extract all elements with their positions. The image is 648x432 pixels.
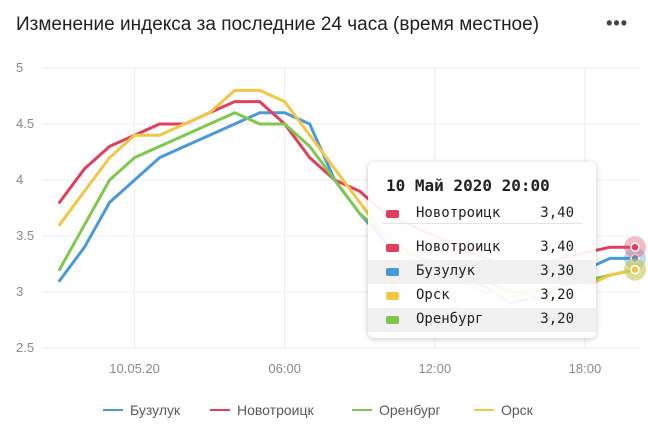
- legend-item-novotroitsk[interactable]: Новотроицк: [210, 400, 314, 420]
- x-tick-label: 10.05.20: [109, 361, 160, 376]
- tooltip-row: Новотроицк 3,40: [368, 236, 596, 260]
- y-tick-label: 4.5: [16, 116, 34, 131]
- chart-title: Изменение индекса за последние 24 часа (…: [16, 14, 540, 35]
- tooltip-series-value: 3,30: [540, 263, 574, 279]
- y-tick-label: 2.5: [16, 340, 34, 355]
- legend-swatch: [210, 409, 230, 411]
- legend-swatch: [352, 409, 372, 411]
- tooltip-row: Бузулук 3,30: [368, 260, 596, 284]
- tooltip-swatch: [386, 316, 399, 324]
- tooltip-series-name: Новотроицк: [416, 205, 501, 221]
- tooltip-series-name: Орск: [416, 287, 450, 303]
- legend-label: Орск: [501, 402, 533, 418]
- legend-swatch: [474, 409, 494, 411]
- tooltip-series-name: Бузулук: [416, 263, 476, 279]
- tooltip-row: Оренбург 3,20: [368, 308, 596, 332]
- tooltip-swatch: [386, 210, 399, 218]
- y-tick-label: 3: [16, 284, 23, 299]
- tooltip-swatch: [386, 268, 399, 276]
- chart-tooltip: 10 Май 2020 20:00 Новотроицк 3,40 Новотр…: [368, 162, 596, 338]
- x-tick-label: 06:00: [268, 361, 301, 376]
- tooltip-series-value: 3,20: [540, 311, 574, 327]
- legend-swatch: [103, 409, 123, 411]
- tooltip-highlight-row: Новотроицк 3,40: [368, 202, 596, 226]
- hover-point: [630, 242, 640, 252]
- tooltip-date: 10 Май 2020 20:00: [386, 176, 550, 195]
- tooltip-divider: [382, 223, 582, 224]
- tooltip-swatch: [386, 244, 399, 252]
- hover-point: [630, 264, 640, 275]
- legend-item-orenburg[interactable]: Оренбург: [352, 400, 441, 420]
- tooltip-series-name: Оренбург: [416, 311, 484, 327]
- x-tick-label: 18:00: [569, 361, 602, 376]
- legend-item-orsk[interactable]: Орск: [474, 400, 533, 420]
- chart-legend: Бузулук Новотроицк Оренбург Орск: [0, 400, 648, 420]
- more-dots-icon[interactable]: •••: [606, 13, 628, 33]
- legend-label: Новотроицк: [237, 402, 314, 418]
- legend-label: Оренбург: [379, 402, 441, 418]
- tooltip-series-value: 3,20: [540, 287, 574, 303]
- x-tick-label: 12:00: [419, 361, 452, 376]
- hover-point: [630, 253, 640, 264]
- legend-label: Бузулук: [130, 402, 181, 418]
- y-tick-label: 4: [16, 172, 23, 187]
- tooltip-swatch: [386, 292, 399, 300]
- tooltip-row: Орск 3,20: [368, 284, 596, 308]
- tooltip-series-value: 3,40: [540, 239, 574, 255]
- y-tick-label: 3.5: [16, 228, 34, 243]
- tooltip-series-value: 3,40: [540, 205, 574, 221]
- legend-item-buzuluk[interactable]: Бузулук: [103, 400, 180, 420]
- y-tick-label: 5: [16, 60, 23, 75]
- tooltip-series-name: Новотроицк: [416, 239, 501, 255]
